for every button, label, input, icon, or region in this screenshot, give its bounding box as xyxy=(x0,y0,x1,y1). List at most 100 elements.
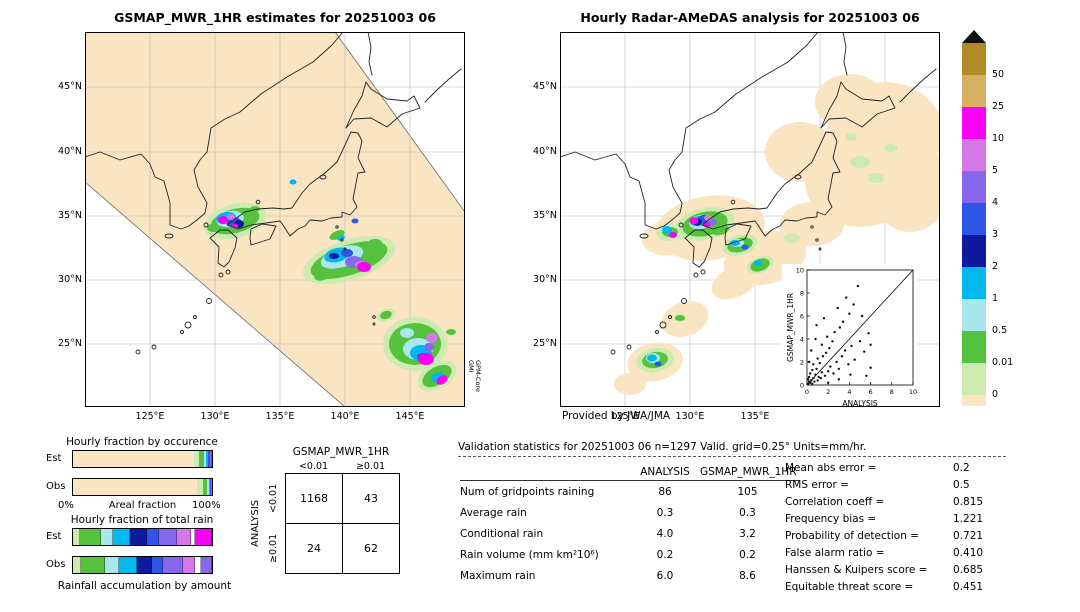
rain-blob xyxy=(351,218,359,224)
scatter-point xyxy=(860,314,864,318)
rain-blob xyxy=(368,239,382,247)
total-rain-est-label: Est xyxy=(46,531,62,542)
colorbar-tick-label: 25 xyxy=(992,101,1005,112)
inset-y-tick: 10 xyxy=(796,267,804,275)
bar-segment xyxy=(73,557,82,573)
score-row: Equitable threat score = 0.451 xyxy=(785,580,984,593)
scatter-point xyxy=(849,373,852,376)
lat-tick: 25°N xyxy=(58,338,82,349)
lat-tick: 25°N xyxy=(533,338,557,349)
scatter-point xyxy=(852,303,855,306)
contingency-title: GSMAP_MWR_1HR xyxy=(292,446,390,458)
scatter-inset: 00 2 2 4 4 6 6 8 8 10 10 ANALYSIS GSMAP_MWR_1HR xyxy=(782,264,917,407)
precip-analysis-field xyxy=(636,133,898,373)
inset-y-tick: 6 xyxy=(800,313,804,321)
radar-coverage-blob xyxy=(815,74,885,130)
radar-coverage-blob xyxy=(614,373,646,395)
bar-segment xyxy=(136,557,153,573)
inset-x-tick: 0 xyxy=(805,388,809,396)
radar-coverage-blob xyxy=(870,142,940,232)
colorbar-box xyxy=(962,235,986,267)
colorbar-box xyxy=(962,43,986,75)
total-rain-obs-label: Obs xyxy=(46,559,66,570)
rain-blob xyxy=(424,343,434,351)
colorbar-box xyxy=(962,331,986,363)
bar-segment xyxy=(203,451,207,467)
contingency-row-header: <0.01 xyxy=(268,483,279,513)
lat-tick: 45°N xyxy=(58,81,82,92)
scatter-point xyxy=(829,365,832,368)
rain-blob xyxy=(218,216,228,224)
lon-tick: 140°E xyxy=(330,411,360,422)
dashed-divider xyxy=(458,456,1006,457)
left-map-title: GSMAP_MWR_1HR estimates for 20251003 06 xyxy=(114,10,436,25)
contingency-col-header: <0.01 xyxy=(298,461,329,472)
stats-row: Rain volume (mm km²10⁶) 0.2 0.2 xyxy=(460,548,756,561)
contingency-cell: 43 xyxy=(342,473,400,524)
scatter-point xyxy=(856,284,860,288)
colorbar-box xyxy=(962,395,986,406)
lat-tick: 30°N xyxy=(533,274,557,285)
swath-edge xyxy=(334,32,465,213)
bar-segment xyxy=(113,529,130,545)
inset-y-tick: 4 xyxy=(800,336,804,344)
scatter-point xyxy=(867,332,870,335)
scatter-point xyxy=(818,361,821,365)
rain-blob xyxy=(227,214,235,220)
score-list: Mean abs error = 0.2 RMS error = 0.5 Correla… xyxy=(785,459,983,595)
scatter-point xyxy=(817,375,820,379)
colorbar-box xyxy=(962,203,986,235)
colorbar-box xyxy=(962,107,986,139)
score-row: Hanssen & Kuipers score = 0.685 xyxy=(785,563,984,576)
scatter-point xyxy=(815,367,818,371)
stats-header-row: ANALYSIS GSMAP_MWR_1HR xyxy=(460,463,800,481)
total-rain-title: Hourly fraction of total rain xyxy=(70,514,214,526)
stats-rows: Num of gridpoints raining 86 105 Average ra… xyxy=(460,481,800,586)
precip-estimate-field xyxy=(203,179,457,392)
bar-segment xyxy=(152,557,164,573)
stats-title: Validation statistics for 20251003 06 n=… xyxy=(458,441,867,453)
stats-col-gsmap: GSMAP_MWR_1HR xyxy=(700,465,797,478)
inset-x-tick: 2 xyxy=(826,388,830,396)
rain-blob xyxy=(446,329,456,335)
rain-blob xyxy=(380,310,392,320)
total-rain-obs-bar xyxy=(72,556,213,574)
rain-blob xyxy=(329,253,339,259)
occurrence-xlabel: Areal fraction xyxy=(108,500,177,511)
inset-y-tick: 8 xyxy=(800,290,804,298)
contingency-cell: 24 xyxy=(285,523,343,574)
colorbar: 50 25 10 5 4 3 2 1 0.5 0.01 0 xyxy=(962,30,1013,406)
radar-coverage-blob xyxy=(765,122,835,182)
stats-table: ANALYSIS GSMAP_MWR_1HR Num of gridpoints… xyxy=(460,463,800,586)
rain-blob xyxy=(662,226,672,234)
colorbar-tick-label: 1 xyxy=(992,293,999,304)
scatter-point xyxy=(836,306,839,310)
bar-segment xyxy=(211,479,212,495)
scatter-point xyxy=(832,372,835,375)
rain-blob xyxy=(647,354,657,362)
scatter-point xyxy=(841,320,845,323)
validation-stats-panel: Validation statistics for 20251003 06 n=… xyxy=(458,441,1010,593)
scatter-point xyxy=(811,368,814,372)
rain-blob xyxy=(418,353,434,365)
scatter-point xyxy=(869,343,872,346)
contingency-row-header: ≥0.01 xyxy=(268,533,279,563)
bar-segment xyxy=(100,529,114,545)
colorbar-box xyxy=(962,299,986,331)
scatter-point xyxy=(825,335,829,338)
rain-blob xyxy=(341,249,353,257)
bar-segment xyxy=(210,479,212,495)
stats-row: Conditional rain 4.0 3.2 xyxy=(460,527,756,540)
scatter-point xyxy=(824,351,828,354)
scatter-point xyxy=(806,378,810,381)
colorbar-overflow-triangle xyxy=(962,30,986,43)
scatter-point xyxy=(865,374,868,377)
bar-segment xyxy=(206,451,209,467)
scatter-point xyxy=(814,373,817,376)
colorbar-box xyxy=(962,363,986,395)
bar-segment xyxy=(182,557,196,573)
bar-segment xyxy=(129,529,147,545)
occurrence-title: Hourly fraction by occurence xyxy=(66,436,218,448)
bar-segment xyxy=(196,479,203,495)
scatter-point xyxy=(858,340,862,343)
